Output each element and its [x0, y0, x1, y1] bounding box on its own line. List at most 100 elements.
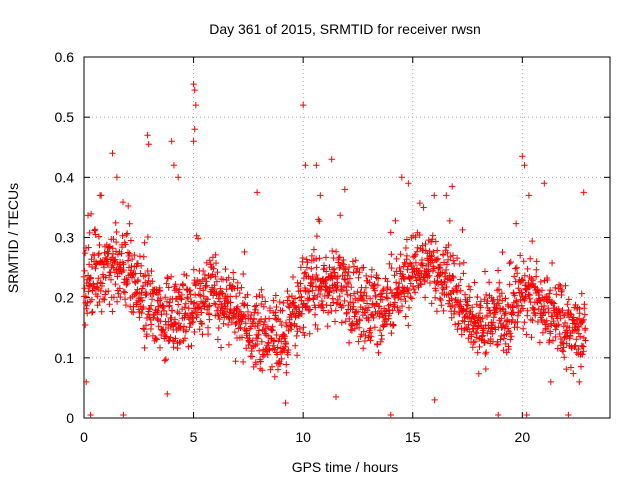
- data-point: [528, 334, 535, 341]
- data-point: [299, 329, 307, 336]
- data-point: [351, 325, 358, 332]
- data-point: [282, 340, 289, 347]
- data-point: [365, 316, 372, 324]
- x-tick-label: 10: [295, 429, 311, 445]
- data-point: [316, 255, 323, 262]
- data-point: [573, 349, 580, 356]
- data-point: [476, 343, 483, 351]
- data-point: [281, 333, 289, 340]
- data-point: [187, 291, 194, 298]
- data-point: [538, 287, 546, 294]
- data-point: [88, 263, 96, 271]
- data-point: [182, 300, 189, 307]
- data-point: [301, 332, 308, 339]
- data-point: [179, 282, 187, 289]
- data-point: [244, 308, 252, 316]
- data-point: [420, 204, 427, 211]
- data-point: [376, 327, 384, 334]
- data-point: [296, 294, 304, 301]
- data-point: [561, 312, 568, 319]
- data-point: [544, 323, 552, 330]
- data-point: [204, 330, 212, 338]
- data-point: [84, 299, 91, 306]
- data-point: [575, 323, 583, 331]
- data-point: [82, 321, 89, 329]
- data-point: [386, 260, 393, 268]
- data-point: [140, 325, 147, 332]
- data-point: [253, 189, 261, 196]
- data-point: [402, 313, 409, 320]
- data-point: [543, 296, 550, 304]
- data-point: [570, 317, 578, 324]
- data-point: [242, 320, 249, 327]
- data-point: [113, 238, 120, 246]
- data-point: [186, 324, 193, 331]
- data-point: [431, 294, 439, 301]
- data-point: [512, 265, 519, 272]
- data-point: [244, 291, 251, 298]
- data-point: [453, 254, 461, 262]
- data-point: [146, 306, 153, 313]
- data-point: [383, 308, 390, 315]
- data-point: [212, 259, 220, 267]
- data-point: [310, 296, 317, 303]
- data-point: [482, 321, 489, 329]
- data-point: [577, 363, 585, 370]
- data-point: [124, 280, 131, 287]
- data-point: [548, 259, 556, 267]
- data-point: [205, 303, 213, 310]
- data-point: [355, 274, 362, 281]
- data-point: [398, 174, 405, 181]
- data-point: [232, 358, 239, 365]
- data-point: [303, 264, 311, 271]
- data-point: [120, 411, 127, 419]
- data-point: [489, 330, 496, 337]
- data-point: [336, 253, 343, 261]
- data-point: [368, 333, 375, 340]
- data-point: [170, 338, 178, 345]
- data-point: [417, 280, 424, 287]
- data-point: [270, 297, 277, 304]
- data-point: [582, 337, 589, 344]
- data-point: [124, 230, 131, 237]
- data-point: [393, 255, 400, 263]
- data-points: [80, 80, 589, 419]
- data-point: [88, 309, 96, 316]
- data-point: [408, 295, 415, 302]
- data-point: [254, 335, 262, 342]
- data-point: [298, 310, 306, 317]
- data-point: [448, 314, 455, 321]
- data-point: [460, 270, 467, 277]
- data-point: [388, 329, 395, 337]
- data-point: [526, 291, 534, 299]
- data-point: [496, 279, 503, 286]
- data-point: [372, 293, 379, 300]
- data-point: [481, 339, 488, 346]
- data-point: [473, 301, 480, 308]
- data-point: [564, 301, 571, 308]
- data-point: [535, 305, 542, 313]
- data-point: [141, 344, 148, 352]
- data-point: [404, 290, 412, 297]
- data-point: [191, 86, 198, 94]
- data-point: [165, 284, 172, 291]
- data-point: [465, 283, 473, 290]
- data-point: [350, 269, 357, 276]
- data-point: [143, 330, 150, 338]
- data-point: [318, 286, 325, 293]
- data-point: [426, 272, 433, 279]
- data-point: [218, 303, 225, 311]
- data-point: [148, 321, 155, 328]
- data-point: [483, 313, 491, 321]
- data-point: [331, 269, 338, 276]
- data-point: [119, 232, 126, 239]
- data-point: [518, 302, 525, 309]
- data-point: [448, 295, 455, 302]
- data-point: [105, 287, 112, 295]
- data-point: [214, 311, 222, 319]
- data-point: [138, 262, 145, 269]
- data-point: [210, 265, 217, 272]
- data-point: [291, 295, 299, 302]
- data-point: [101, 249, 108, 256]
- data-point: [471, 338, 479, 345]
